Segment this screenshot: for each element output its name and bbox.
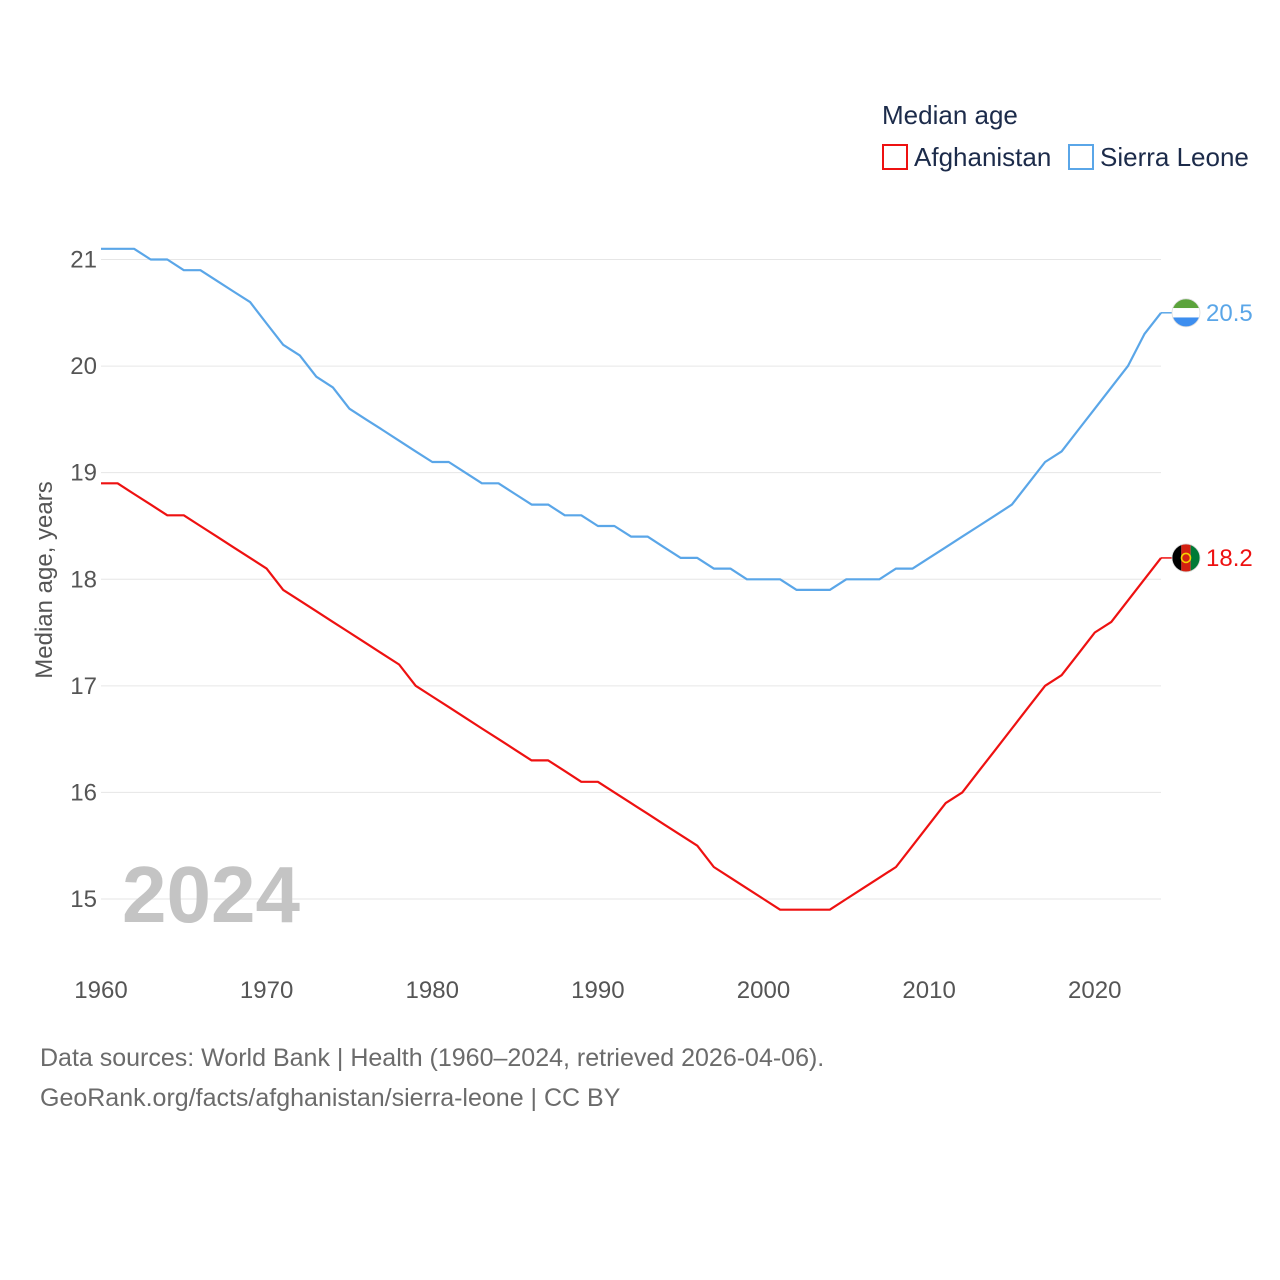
x-tick-label: 1960 <box>74 977 127 1004</box>
series-line-afghanistan[interactable] <box>101 482 1162 911</box>
y-tick-label: 15 <box>70 886 97 913</box>
series-line-sierra-leone[interactable] <box>101 247 1162 592</box>
end-value-label-sierra-leone: 20.5 <box>1206 300 1253 327</box>
x-tick-label: 1990 <box>571 977 624 1004</box>
year-watermark: 2024 <box>122 850 300 939</box>
legend-label-afghanistan: Afghanistan <box>914 142 1051 172</box>
x-tick-label: 1980 <box>406 977 459 1004</box>
legend: Median age Afghanistan Sierra Leone <box>882 100 1249 172</box>
afghanistan-flag-icon <box>1171 543 1201 573</box>
x-tick-label: 2010 <box>902 977 955 1004</box>
x-tick-label: 1970 <box>240 977 293 1004</box>
y-axis-ticks: 15 16 17 18 19 20 21 <box>70 247 97 914</box>
series-lines <box>101 247 1162 911</box>
source-line-1: Data sources: World Bank | Health (1960–… <box>40 1044 825 1072</box>
sierra-leone-flag-icon <box>1171 298 1201 328</box>
x-axis-ticks: 1960 1970 1980 1990 2000 2010 2020 <box>74 977 1121 1004</box>
legend-title: Median age <box>882 100 1018 130</box>
end-value-label-afghanistan: 18.2 <box>1206 545 1253 572</box>
legend-item-afghanistan[interactable]: Afghanistan <box>882 142 1051 172</box>
x-tick-label: 2020 <box>1068 977 1121 1004</box>
legend-label-sierra-leone: Sierra Leone <box>1100 142 1249 172</box>
y-axis-label: Median age, years <box>31 481 58 678</box>
y-tick-label: 19 <box>70 460 97 487</box>
y-tick-label: 17 <box>70 673 97 700</box>
legend-swatch-sierra-leone <box>1068 144 1094 170</box>
x-tick-label: 2000 <box>737 977 790 1004</box>
source-link[interactable]: GeoRank.org/facts/afghanistan/sierra-leo… <box>40 1084 621 1112</box>
y-tick-label: 16 <box>70 779 97 806</box>
gridlines <box>101 259 1161 900</box>
legend-item-sierra-leone[interactable]: Sierra Leone <box>1068 142 1249 172</box>
y-tick-label: 20 <box>70 353 97 380</box>
y-tick-label: 18 <box>70 566 97 593</box>
legend-swatch-afghanistan <box>882 144 908 170</box>
y-tick-label: 21 <box>70 247 97 274</box>
end-labels: 18.2 20.5 <box>1161 298 1253 573</box>
